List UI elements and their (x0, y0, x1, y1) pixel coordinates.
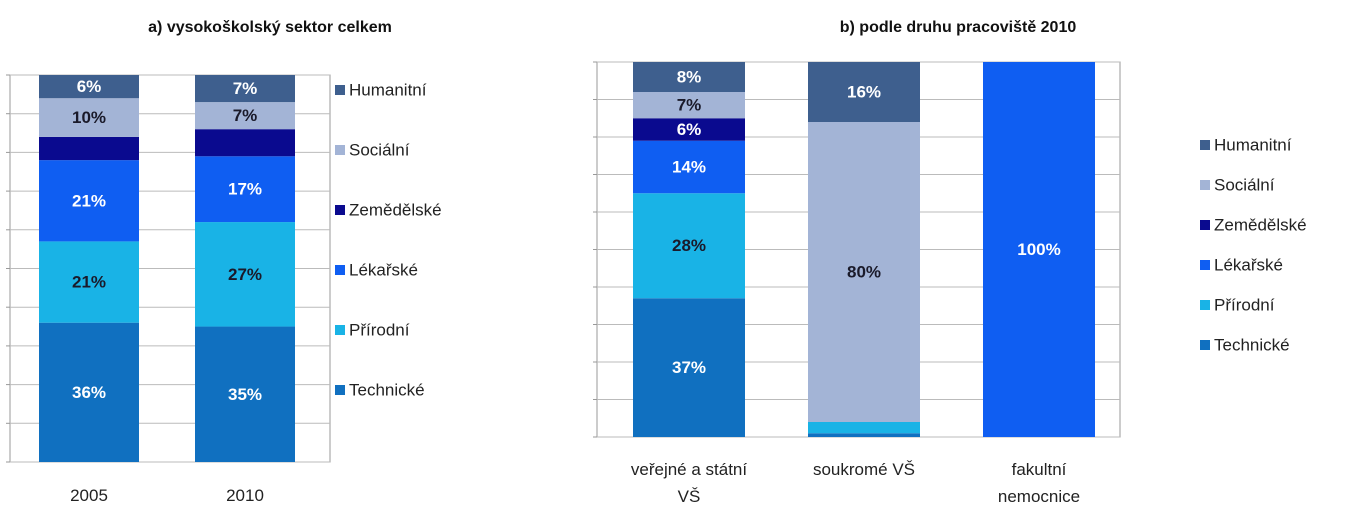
bar-segment (808, 433, 920, 437)
bar-segment (39, 241, 139, 323)
bar-segment (39, 98, 139, 137)
data-label: 16% (847, 82, 881, 101)
legend-label: Zemědělské (1214, 215, 1307, 234)
bar-segment (39, 322, 139, 462)
data-label: 100% (1017, 240, 1060, 259)
bar-segment (39, 160, 139, 242)
legend-label: Sociální (349, 140, 410, 159)
data-label: 6% (677, 120, 702, 139)
legend-swatch (335, 265, 345, 275)
bar-segment (983, 62, 1095, 437)
legend-label: Sociální (1214, 175, 1275, 194)
x-tick-label: 2005 (70, 486, 108, 505)
legend-swatch (1200, 300, 1210, 310)
bar-segment (633, 298, 745, 437)
data-label: 36% (72, 383, 106, 402)
legend-label: Lékařské (1214, 255, 1283, 274)
data-label: 7% (677, 96, 702, 115)
data-label: 6% (77, 77, 102, 96)
data-label: 37% (672, 358, 706, 377)
bar-segment (195, 326, 295, 462)
data-label: 8% (677, 67, 702, 86)
legend-label: Humanitní (349, 80, 427, 99)
bar-segment (633, 118, 745, 141)
x-tick-label: veřejné a státní VŠ (630, 460, 748, 506)
legend-swatch (335, 325, 345, 335)
bar-segment (633, 193, 745, 299)
data-label: 35% (228, 385, 262, 404)
bar-segment (808, 422, 920, 434)
bar-segment (808, 62, 920, 122)
legend-label: Technické (349, 380, 425, 399)
x-tick-label: 2010 (226, 486, 264, 505)
chart-title: b) podle druhu pracoviště 2010 (840, 19, 1077, 36)
legend-swatch (1200, 180, 1210, 190)
data-label: 28% (672, 236, 706, 255)
bar-segment (39, 136, 139, 161)
chart-title: a) vysokoškolský sektor celkem (148, 19, 392, 36)
data-label: 7% (233, 106, 258, 125)
bar-segment (195, 75, 295, 103)
data-label: 10% (72, 108, 106, 127)
data-label: 80% (847, 262, 881, 281)
legend-swatch (1200, 140, 1210, 150)
data-label: 14% (672, 157, 706, 176)
data-label: 27% (228, 265, 262, 284)
bar-segment (195, 129, 295, 157)
legend-swatch (335, 85, 345, 95)
legend-swatch (335, 385, 345, 395)
x-tick-label: fakultní nemocnice (997, 460, 1081, 506)
bar-segment (633, 140, 745, 194)
legend-swatch (335, 145, 345, 155)
legend-label: Přírodní (349, 320, 410, 339)
data-label: 17% (228, 180, 262, 199)
legend-swatch (1200, 260, 1210, 270)
bar-segment (195, 102, 295, 130)
data-label: 21% (72, 191, 106, 210)
bar-segment (195, 222, 295, 327)
data-label: 7% (233, 79, 258, 98)
legend-label: Humanitní (1214, 135, 1292, 154)
bar-segment (39, 75, 139, 99)
bar-segment (195, 156, 295, 223)
legend-swatch (1200, 220, 1210, 230)
legend-label: Zemědělské (349, 200, 442, 219)
legend-label: Technické (1214, 335, 1290, 354)
bar-segment (808, 122, 920, 422)
legend-label: Lékařské (349, 260, 418, 279)
legend-label: Přírodní (1214, 295, 1275, 314)
legend-swatch (335, 205, 345, 215)
data-label: 21% (72, 273, 106, 292)
legend-swatch (1200, 340, 1210, 350)
bar-segment (633, 62, 745, 92)
bar-segment (633, 92, 745, 119)
x-tick-label: soukromé VŠ (812, 460, 916, 479)
